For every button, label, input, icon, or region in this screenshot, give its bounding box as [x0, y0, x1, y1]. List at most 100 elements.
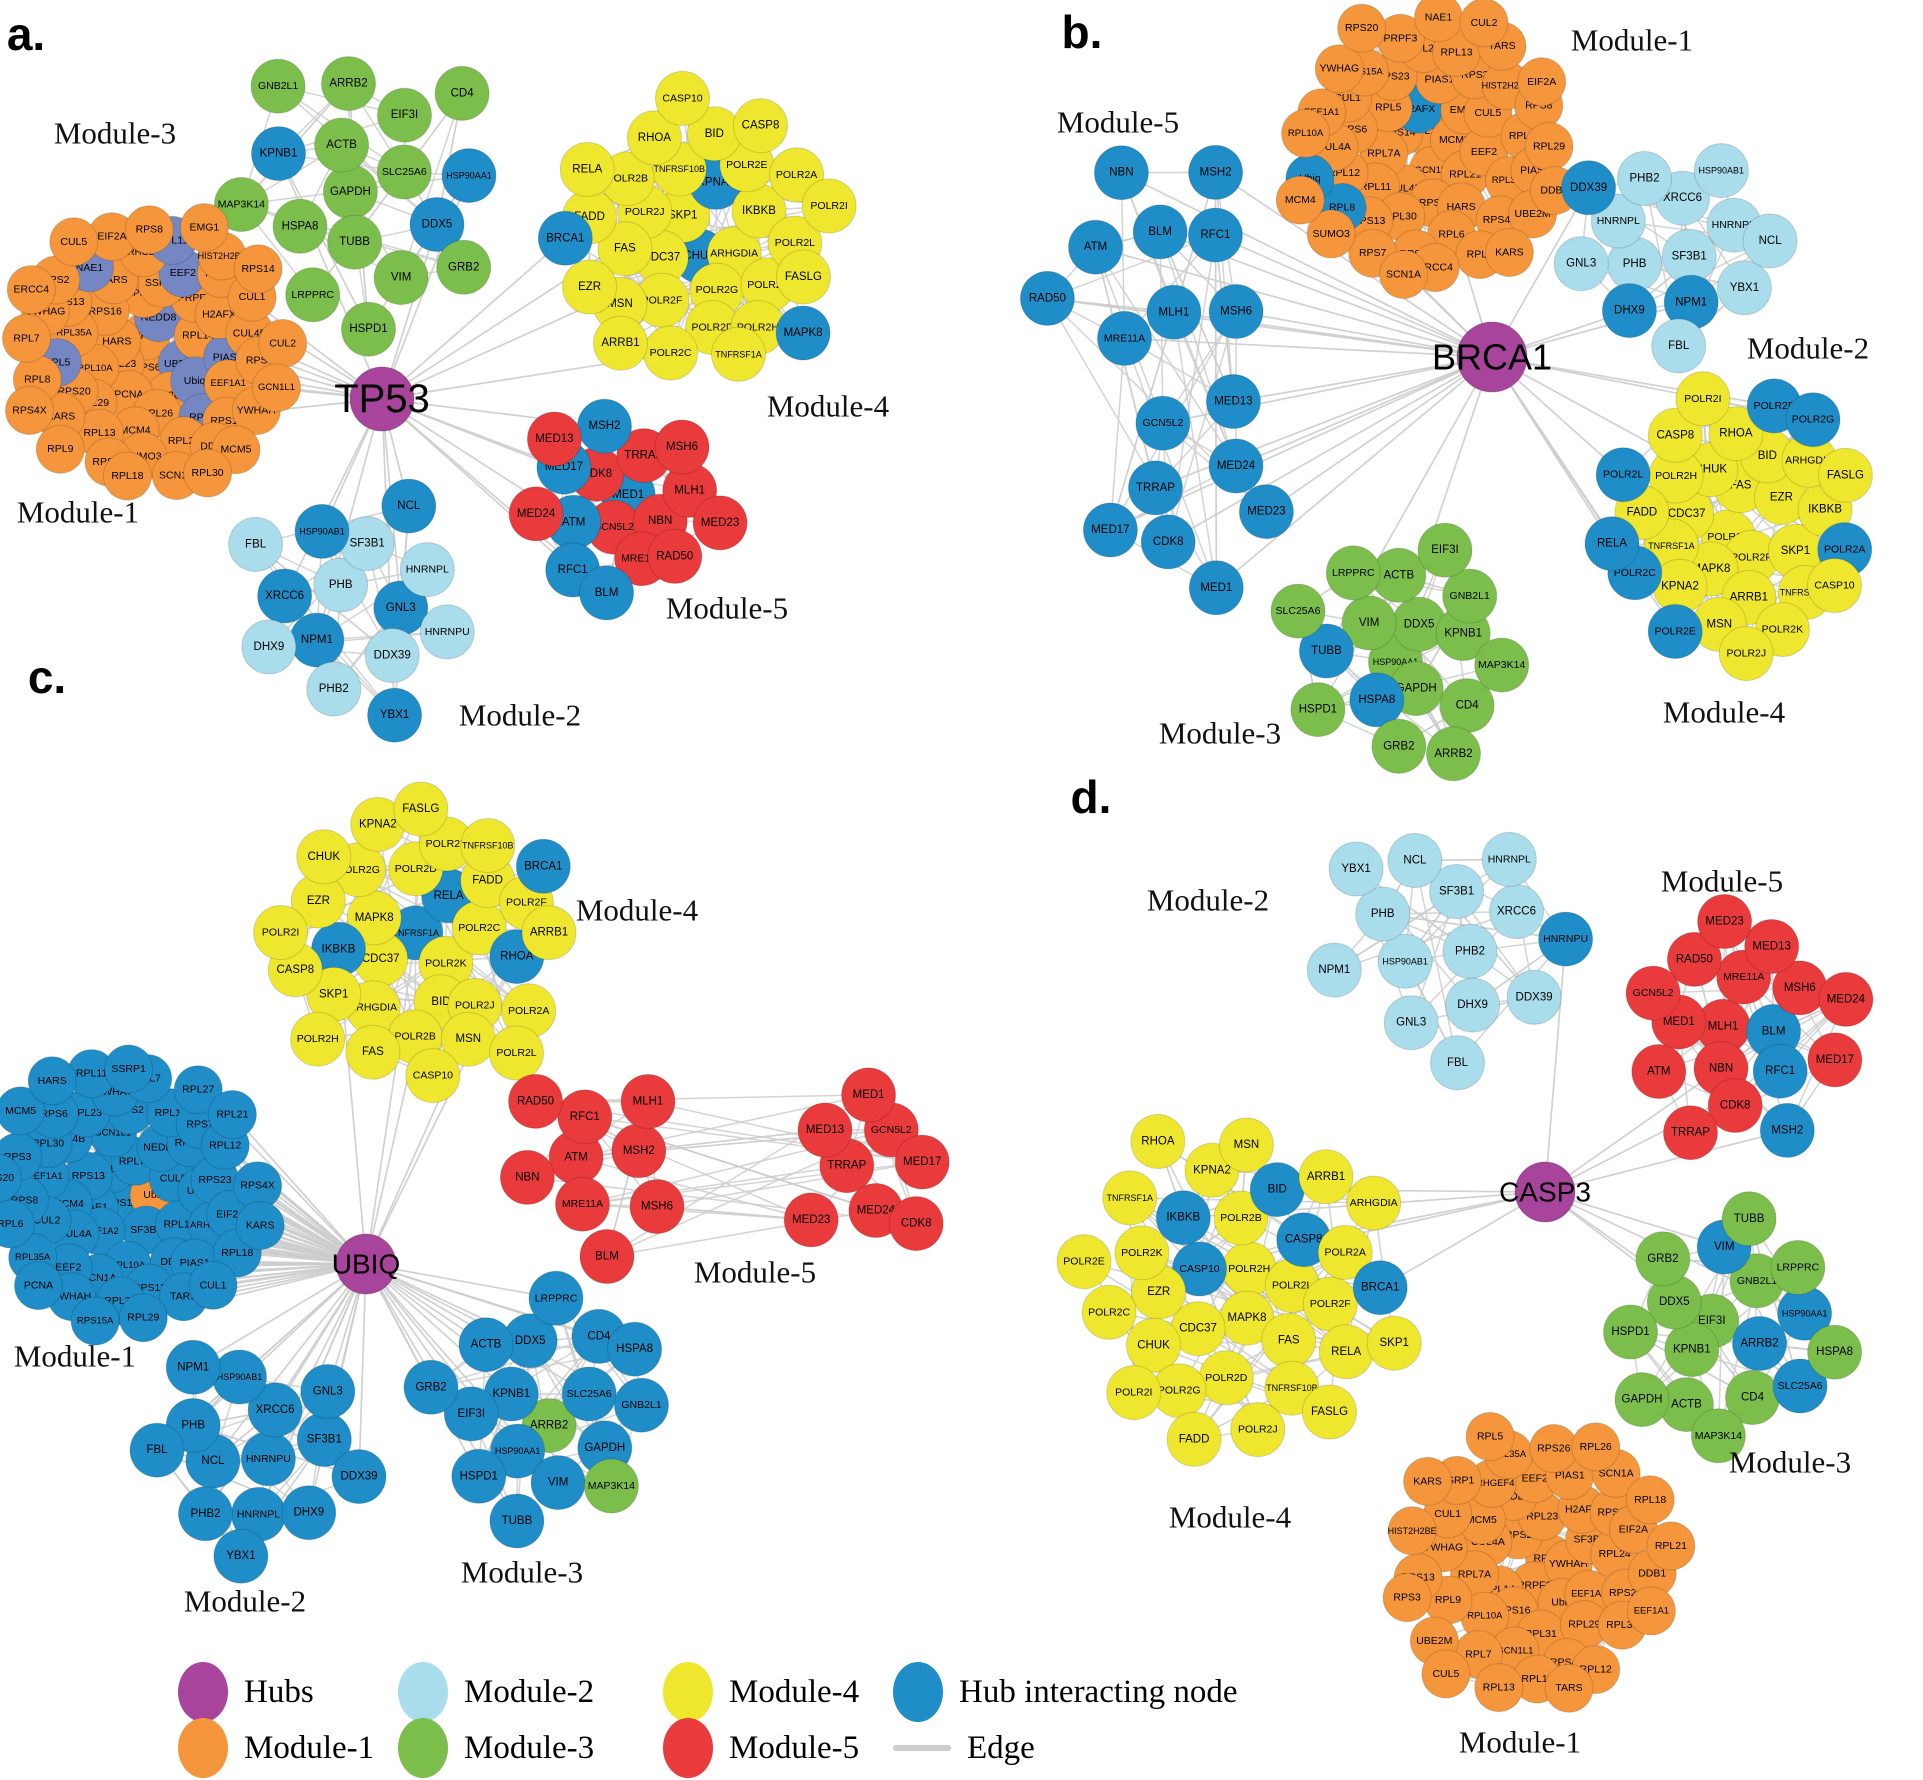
node-label: MAP3K14 [588, 1480, 635, 1492]
node-label: CUL2 [1471, 17, 1498, 29]
module-label-module-1: Module-1 [17, 495, 139, 530]
node-label: ARHGDIA [710, 248, 758, 260]
node-label: SKP1 [668, 210, 697, 222]
node-label: DDX39 [1570, 182, 1607, 194]
node-label: GCN5L2 [1142, 417, 1183, 429]
node-label: MSH2 [1200, 166, 1232, 178]
module-label-module-2: Module-2 [184, 1584, 306, 1619]
node-label: POLR2G [1792, 414, 1835, 426]
node-label: POLR2L [496, 1047, 536, 1059]
node-label: EIF2A [1527, 76, 1556, 88]
node-label: MED17 [1091, 524, 1129, 536]
node-label: FAS [614, 243, 636, 255]
node-label: MED1 [853, 1089, 885, 1101]
node-label: BLM [1762, 1025, 1786, 1037]
node-label: FASLG [402, 803, 439, 815]
node-label: KARS [246, 1220, 275, 1232]
node-label: MAPK8 [1228, 1312, 1267, 1324]
node-label: KARS [1495, 247, 1524, 259]
node-label: RELA [434, 890, 464, 902]
node-label: EMG1 [190, 222, 220, 234]
node-label: POLR2E [1654, 626, 1695, 638]
node-label: CDC37 [1668, 508, 1706, 520]
legend-swatch-module3 [398, 1718, 448, 1778]
node-label: TUBB [1311, 645, 1342, 657]
node-label: MLH1 [1708, 1020, 1739, 1032]
node-label: POLR2H [1655, 470, 1697, 482]
node-label: ACTB [471, 1339, 502, 1351]
node-label: GNB2L1 [1737, 1275, 1777, 1287]
node-label: RPL10A [1288, 128, 1324, 139]
node-label: CASP8 [276, 964, 314, 976]
node-label: RPL29 [1568, 1619, 1600, 1631]
node-label: EZR [1147, 1286, 1170, 1298]
node-label: CUL5 [60, 236, 87, 248]
node-label: MLH1 [633, 1096, 664, 1108]
node-label: RPS8 [136, 224, 164, 236]
node-label: PHB [329, 579, 353, 591]
node-label: MAP3K14 [218, 199, 265, 211]
module-label-module-3: Module-3 [54, 116, 176, 151]
node-label: MLH1 [674, 484, 705, 496]
node-label: ACTB [1671, 1399, 1702, 1411]
node-label: RPL10A [1467, 1611, 1503, 1622]
node-label: FASLG [785, 271, 822, 283]
node-label: VIM [391, 272, 411, 284]
node-label: GAPDH [1622, 1394, 1663, 1406]
node-label: RPL35A [15, 1252, 51, 1263]
node-label: MSH6 [641, 1201, 673, 1213]
node-label: EEF1A1 [211, 378, 246, 389]
node-label: LRPPRC [291, 289, 334, 301]
module-label-module-4: Module-4 [1663, 695, 1786, 730]
node-label: NCL [201, 1455, 225, 1467]
node-label: CASP8 [1285, 1234, 1323, 1246]
node-label: MED13 [1214, 396, 1252, 408]
node-label: ARRB2 [1434, 748, 1472, 760]
node-label: POLR2J [625, 206, 665, 218]
node-label: TNFRSF1A [715, 349, 762, 359]
node-label: RHOA [1719, 428, 1753, 440]
node-label: KPNA2 [1193, 1164, 1231, 1176]
node-label: CASP10 [662, 92, 702, 104]
node-label: RPL21 [1655, 1540, 1687, 1552]
node-label: MED23 [1705, 916, 1743, 928]
node-label: YBX1 [226, 1550, 255, 1562]
node-label: IKBKB [322, 943, 356, 955]
node-label: MSN [1707, 618, 1733, 630]
node-label: MLH1 [1159, 306, 1190, 318]
node-label: ARRB2 [329, 78, 367, 90]
node-label: LRPPRC [1777, 1262, 1820, 1274]
node-label: BRCA1 [546, 232, 584, 244]
node-label: CUL5 [1474, 107, 1501, 119]
node-label: DDX5 [1404, 618, 1435, 630]
node-label: YBX1 [1730, 282, 1759, 294]
node-label: NAE1 [1425, 12, 1453, 24]
hub-edge [359, 1264, 366, 1477]
node-label: MRE11A [1104, 332, 1145, 344]
node-label: PHB2 [319, 683, 349, 695]
node-label: GRB2 [415, 1381, 446, 1393]
node-label: ARHGDIA [1350, 1197, 1398, 1209]
node-label: POLR2I [1115, 1387, 1152, 1399]
node-label: GNB2L1 [258, 80, 298, 92]
hub-label: CASP3 [1499, 1177, 1591, 1208]
node-label: RPL5 [1375, 102, 1401, 114]
node-label: CD4 [587, 1330, 611, 1342]
node-label: FADD [1179, 1433, 1210, 1445]
hub-label: BRCA1 [1432, 337, 1552, 378]
node-label: HSP90AB1 [217, 1372, 263, 1382]
node-label: YWHAG [1319, 63, 1359, 75]
node-label: DDX39 [1516, 991, 1553, 1003]
node-label: POLR2A [1824, 544, 1865, 556]
hub-label: TP53 [334, 377, 430, 421]
node-label: MRE11A [562, 1198, 603, 1210]
node-label: POLR2A [1324, 1246, 1365, 1258]
node-label: FASLG [1311, 1406, 1348, 1418]
node-label: MED13 [1753, 941, 1791, 953]
node-label: POLR2A [508, 1005, 549, 1017]
node-label: GCN5L2 [871, 1124, 912, 1136]
node-label: POLR2L [775, 237, 815, 249]
node-label: GNL3 [1396, 1017, 1426, 1029]
node-label: POLR2C [650, 347, 692, 359]
edge-swatch [893, 1745, 951, 1751]
